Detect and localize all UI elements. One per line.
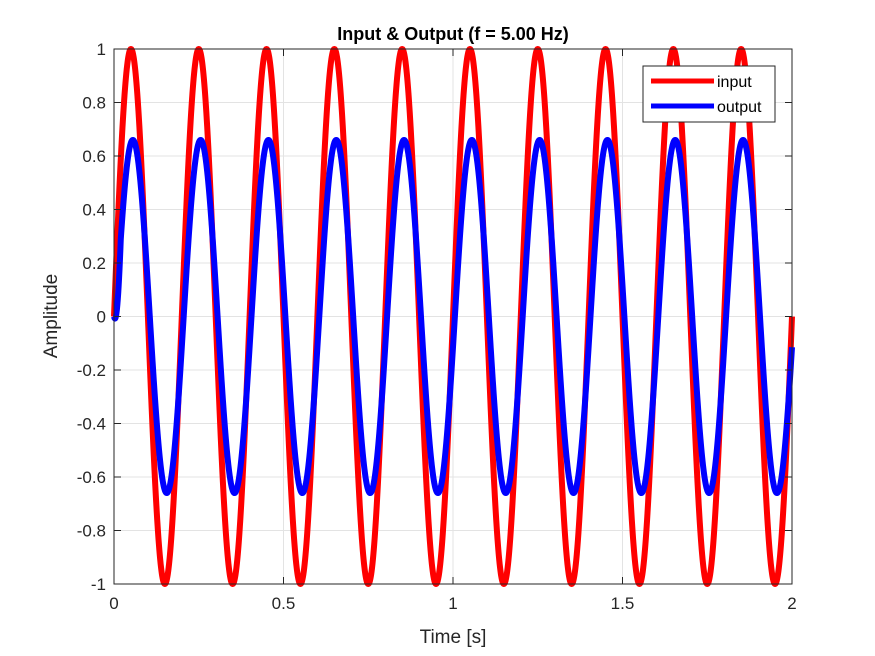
y-tick-label: 0.2 (82, 254, 106, 273)
y-tick-label: 0.4 (82, 201, 106, 220)
x-tick-label: 0.5 (272, 594, 296, 613)
y-axis-label: Amplitude (41, 274, 62, 359)
x-tick-label: 2 (787, 594, 796, 613)
y-tick-label: -1 (91, 575, 106, 594)
y-tick-label: -0.6 (77, 468, 106, 487)
y-tick-label: -0.2 (77, 361, 106, 380)
y-tick-label: 0.6 (82, 147, 106, 166)
y-tick-label: 0 (97, 308, 106, 327)
tick-marks (113, 48, 793, 585)
y-tick-label: 0.8 (82, 94, 106, 113)
legend-box (642, 65, 776, 123)
series-line-output (111, 136, 795, 497)
y-tick-label: 1 (97, 40, 106, 59)
legend: input output (642, 65, 776, 123)
x-axis-label: Time [s] (420, 627, 487, 648)
y-tick-label: -0.4 (77, 415, 106, 434)
x-tick-labels: 0 0.5 1 1.5 2 (109, 594, 796, 613)
legend-label-input: input (717, 74, 752, 91)
y-tick-labels: -1 -0.8 -0.6 -0.4 -0.2 0 0.2 0.4 0.6 0.8 1 (77, 40, 106, 594)
x-tick-label: 1 (448, 594, 457, 613)
chart-title: Input & Output (f = 5.00 Hz) (337, 24, 569, 44)
y-tick-label: -0.8 (77, 522, 106, 541)
legend-label-output: output (717, 99, 762, 116)
x-tick-label: 0 (109, 594, 118, 613)
x-tick-label: 1.5 (611, 594, 635, 613)
